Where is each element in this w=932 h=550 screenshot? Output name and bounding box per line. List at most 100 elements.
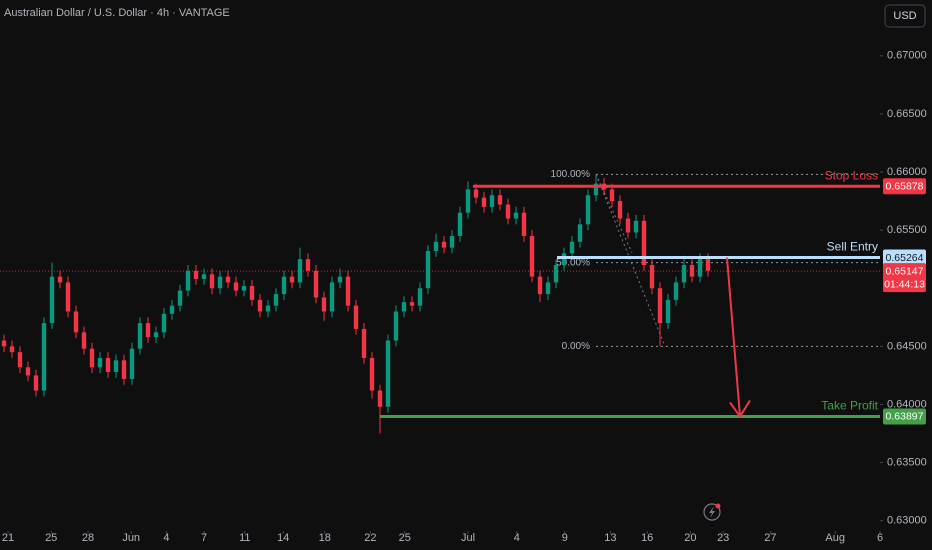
- candle-body: [513, 212, 519, 219]
- candle-body: [337, 276, 343, 283]
- candle-body: [417, 288, 423, 306]
- x-tick-label: 20: [684, 532, 696, 544]
- candle-body: [209, 274, 215, 289]
- level-label: Take Profit: [821, 399, 878, 413]
- candle-body: [329, 282, 335, 312]
- x-tick-label: 6: [877, 532, 883, 544]
- candle-body: [41, 323, 47, 391]
- candle-body: [657, 288, 663, 324]
- candle-body: [1, 340, 7, 347]
- x-tick-label: 28: [82, 532, 94, 544]
- candle-body: [361, 328, 367, 358]
- x-tick-label: 22: [364, 532, 376, 544]
- currency-label[interactable]: USD: [893, 10, 916, 22]
- current-price-value: 0.65147: [886, 265, 924, 277]
- candle-body: [73, 311, 79, 333]
- y-tick-label: 0.66500: [887, 108, 927, 120]
- candle-body: [105, 357, 111, 372]
- fib-label: 0.00%: [562, 341, 590, 352]
- level-box: [883, 178, 926, 195]
- candle-body: [225, 276, 231, 283]
- candle-body: [9, 346, 15, 353]
- candle-body: [321, 297, 327, 312]
- candle-body: [561, 253, 567, 265]
- candle-body: [409, 302, 415, 306]
- arrow-head: [729, 399, 751, 419]
- candle-body: [257, 299, 263, 312]
- candle-body: [497, 195, 503, 205]
- candle-body: [193, 270, 199, 279]
- current-price-box: [883, 263, 926, 293]
- x-tick-label: Jun: [122, 532, 140, 544]
- candle-body: [521, 212, 527, 236]
- y-tick-label: 0.64500: [887, 340, 927, 352]
- candle-body: [145, 323, 151, 338]
- chart-title: Australian Dollar / U.S. Dollar · 4h · V…: [4, 7, 230, 19]
- candle-body: [441, 241, 447, 248]
- alert-icon[interactable]: [703, 503, 721, 521]
- candle-body: [153, 332, 159, 338]
- candle-body: [593, 183, 599, 196]
- candle-body: [297, 259, 303, 283]
- candle-body: [625, 218, 631, 233]
- x-tick-label: 25: [399, 532, 411, 544]
- x-tick-label: 23: [717, 532, 729, 544]
- y-tick-label: 0.66000: [887, 166, 927, 178]
- candle-body: [433, 241, 439, 252]
- candle-body: [241, 285, 247, 291]
- candle-body: [113, 360, 119, 372]
- candle-body: [217, 276, 223, 289]
- candle-body: [633, 220, 639, 233]
- candle-body: [281, 276, 287, 295]
- candle-body: [305, 259, 311, 271]
- x-tick-label: 16: [641, 532, 653, 544]
- candle-body: [289, 276, 295, 283]
- y-tick-label: 0.65500: [887, 224, 927, 236]
- candle-body: [33, 375, 39, 391]
- candle-body: [505, 204, 511, 219]
- candle-body: [465, 189, 471, 213]
- level-box: [883, 408, 926, 425]
- projection-arrow: [726, 257, 741, 417]
- fib-label: 100.00%: [551, 169, 591, 180]
- candle-body: [161, 313, 167, 333]
- level-value: 0.63897: [886, 411, 924, 423]
- fib-trend: [595, 174, 633, 253]
- candle-body: [705, 259, 711, 271]
- candle-body: [49, 276, 55, 324]
- candle-body: [273, 294, 279, 306]
- candle-body: [17, 352, 23, 368]
- candle-body: [353, 305, 359, 329]
- candle-body: [617, 201, 623, 219]
- candle-body: [537, 276, 543, 295]
- x-tick-label: Jul: [461, 532, 475, 544]
- countdown: 01:44:13: [884, 278, 925, 290]
- x-tick-label: 7: [201, 532, 207, 544]
- candle-body: [641, 220, 647, 265]
- x-tick-label: 18: [319, 532, 331, 544]
- candle-body: [425, 251, 431, 289]
- currency-button[interactable]: [884, 4, 926, 28]
- candle-body: [89, 348, 95, 368]
- candle-body: [393, 311, 399, 341]
- candle-body: [201, 274, 207, 279]
- candle-body: [345, 276, 351, 306]
- candle-body: [57, 276, 63, 283]
- level-value: 0.65878: [886, 180, 924, 192]
- candle-body: [473, 189, 479, 198]
- y-tick-label: 0.64000: [887, 398, 927, 410]
- candle-body: [681, 265, 687, 283]
- x-tick-label: 27: [764, 532, 776, 544]
- candle-body: [665, 299, 671, 324]
- level-label: Sell Entry: [827, 240, 878, 254]
- candle-body: [489, 195, 495, 207]
- x-tick-label: 25: [45, 532, 57, 544]
- candle-body: [649, 265, 655, 289]
- candle-body: [65, 282, 71, 312]
- candle-body: [129, 348, 135, 379]
- level-box: [883, 249, 926, 266]
- fib-trend: [595, 174, 666, 347]
